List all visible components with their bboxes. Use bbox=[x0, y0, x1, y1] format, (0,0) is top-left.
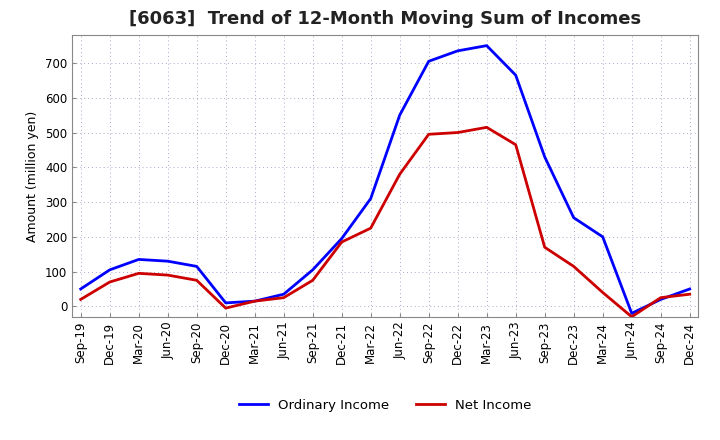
Line: Net Income: Net Income bbox=[81, 127, 690, 317]
Net Income bbox=[511, 142, 520, 147]
Net Income bbox=[454, 130, 462, 135]
Net Income bbox=[192, 278, 201, 283]
Net Income bbox=[279, 295, 288, 301]
Net Income bbox=[627, 314, 636, 319]
Net Income bbox=[541, 245, 549, 250]
Net Income bbox=[163, 272, 172, 278]
Ordinary Income bbox=[163, 259, 172, 264]
Net Income bbox=[135, 271, 143, 276]
Ordinary Income bbox=[308, 267, 317, 272]
Ordinary Income bbox=[338, 236, 346, 241]
Ordinary Income bbox=[192, 264, 201, 269]
Ordinary Income bbox=[598, 234, 607, 239]
Ordinary Income bbox=[279, 292, 288, 297]
Net Income bbox=[395, 172, 404, 177]
Ordinary Income bbox=[135, 257, 143, 262]
Ordinary Income bbox=[511, 73, 520, 78]
Ordinary Income bbox=[221, 300, 230, 305]
Net Income bbox=[366, 226, 375, 231]
Ordinary Income bbox=[541, 154, 549, 160]
Ordinary Income bbox=[251, 298, 259, 304]
Net Income bbox=[424, 132, 433, 137]
Legend: Ordinary Income, Net Income: Ordinary Income, Net Income bbox=[233, 394, 537, 417]
Net Income bbox=[308, 278, 317, 283]
Ordinary Income bbox=[657, 297, 665, 302]
Ordinary Income bbox=[570, 215, 578, 220]
Ordinary Income bbox=[76, 286, 85, 292]
Net Income bbox=[685, 292, 694, 297]
Ordinary Income bbox=[627, 311, 636, 316]
Net Income bbox=[105, 279, 114, 285]
Ordinary Income bbox=[395, 113, 404, 118]
Y-axis label: Amount (million yen): Amount (million yen) bbox=[27, 110, 40, 242]
Net Income bbox=[338, 239, 346, 245]
Net Income bbox=[657, 295, 665, 301]
Ordinary Income bbox=[482, 43, 491, 48]
Net Income bbox=[221, 305, 230, 311]
Ordinary Income bbox=[685, 286, 694, 292]
Ordinary Income bbox=[454, 48, 462, 54]
Ordinary Income bbox=[366, 196, 375, 201]
Ordinary Income bbox=[105, 267, 114, 272]
Net Income bbox=[598, 290, 607, 295]
Net Income bbox=[76, 297, 85, 302]
Line: Ordinary Income: Ordinary Income bbox=[81, 46, 690, 313]
Net Income bbox=[570, 264, 578, 269]
Net Income bbox=[482, 125, 491, 130]
Title: [6063]  Trend of 12-Month Moving Sum of Incomes: [6063] Trend of 12-Month Moving Sum of I… bbox=[129, 10, 642, 28]
Net Income bbox=[251, 298, 259, 304]
Ordinary Income bbox=[424, 59, 433, 64]
